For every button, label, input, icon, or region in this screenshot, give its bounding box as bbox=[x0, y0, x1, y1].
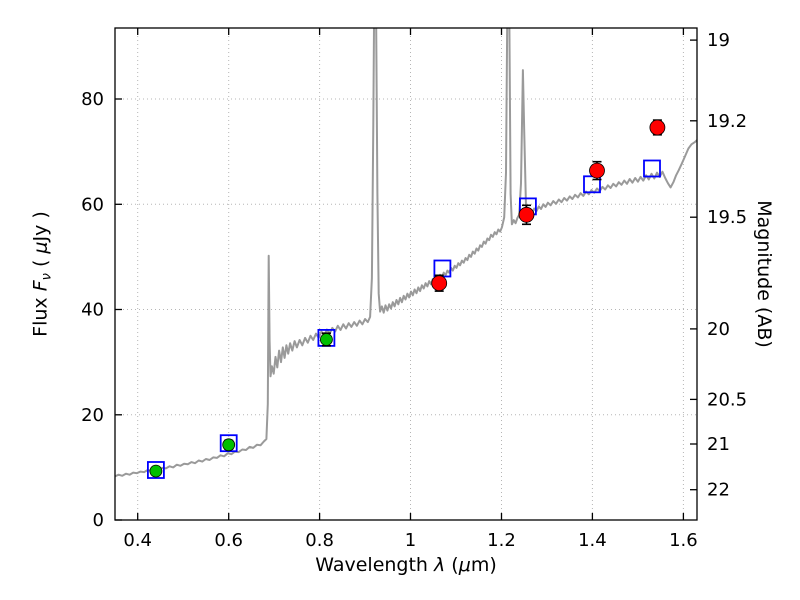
svg-text:60: 60 bbox=[81, 194, 104, 215]
y-axis-left-label: Flux Fν ( μJy ) bbox=[29, 211, 55, 337]
svg-text:0.4: 0.4 bbox=[123, 530, 152, 551]
svg-text:20: 20 bbox=[81, 405, 104, 426]
svg-text:20: 20 bbox=[707, 319, 730, 340]
lambda-symbol: λ bbox=[434, 554, 446, 576]
mu-symbol: μ bbox=[458, 554, 471, 576]
gridlines bbox=[115, 28, 697, 520]
axes-frame bbox=[114, 27, 698, 521]
y-axis-right-label: Magnitude (AB) bbox=[753, 200, 775, 348]
observed-infrared-points bbox=[431, 119, 666, 292]
x-axis-label: Wavelength λ (μm) bbox=[315, 554, 497, 576]
svg-text:80: 80 bbox=[81, 89, 104, 110]
nu-subscript: ν bbox=[39, 273, 55, 281]
svg-text:19: 19 bbox=[707, 30, 730, 51]
svg-text:19.5: 19.5 bbox=[707, 207, 747, 228]
x-axis: 0.4 0.6 0.8 1 1.2 1.4 1.6 bbox=[123, 28, 698, 551]
svg-text:0.6: 0.6 bbox=[214, 530, 243, 551]
svg-text:21: 21 bbox=[707, 434, 730, 455]
svg-text:1.6: 1.6 bbox=[669, 530, 698, 551]
svg-text:1.4: 1.4 bbox=[578, 530, 607, 551]
observed-optical-points bbox=[149, 332, 333, 478]
svg-text:1: 1 bbox=[405, 530, 416, 551]
flux-symbol: F bbox=[29, 280, 52, 292]
svg-text:1.2: 1.2 bbox=[487, 530, 516, 551]
svg-text:22: 22 bbox=[707, 480, 730, 501]
svg-text:20.5: 20.5 bbox=[707, 389, 747, 410]
mu-symbol: μ bbox=[29, 241, 52, 254]
y-axis-left: 0 20 40 60 80 bbox=[81, 89, 122, 531]
svg-text:40: 40 bbox=[81, 300, 104, 321]
svg-text:19.2: 19.2 bbox=[707, 111, 747, 132]
svg-text:0.8: 0.8 bbox=[305, 530, 334, 551]
y-axis-right: 19 19.2 19.5 20 20.5 21 22 bbox=[690, 30, 747, 501]
svg-text:0: 0 bbox=[93, 510, 104, 531]
